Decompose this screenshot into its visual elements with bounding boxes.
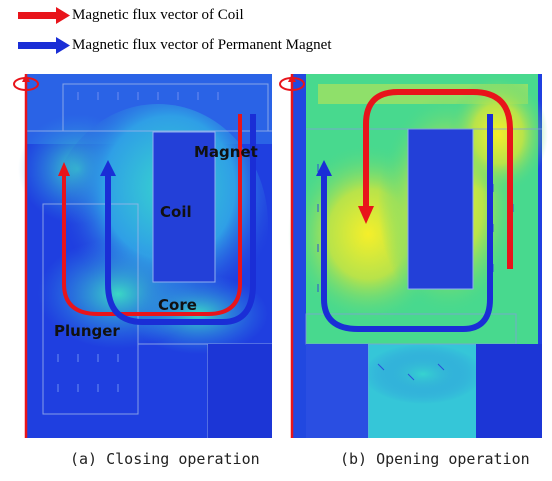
legend-magnet-label: Magnetic flux vector of Permanent Magnet (72, 36, 332, 53)
opening-caption: (b) Opening operation (340, 450, 530, 468)
plunger-label: Plunger (54, 322, 120, 340)
legend-coil: Magnetic flux vector of Coil (12, 4, 244, 26)
closing-field-plot: Magnet Coil Core Plunger (8, 74, 278, 438)
closing-panel: Magnet Coil Core Plunger (8, 74, 278, 438)
blue-arrow-icon (18, 37, 70, 54)
magnet-label: Magnet (194, 143, 258, 161)
coil-label: Coil (160, 203, 192, 221)
red-arrow-icon (18, 7, 70, 24)
closing-caption: (a) Closing operation (70, 450, 260, 468)
opening-panel (278, 74, 548, 438)
core-label: Core (158, 296, 197, 314)
legend-magnet: Magnetic flux vector of Permanent Magnet (12, 34, 332, 56)
legend-coil-label: Magnetic flux vector of Coil (72, 6, 244, 23)
opening-field-plot (278, 74, 548, 438)
